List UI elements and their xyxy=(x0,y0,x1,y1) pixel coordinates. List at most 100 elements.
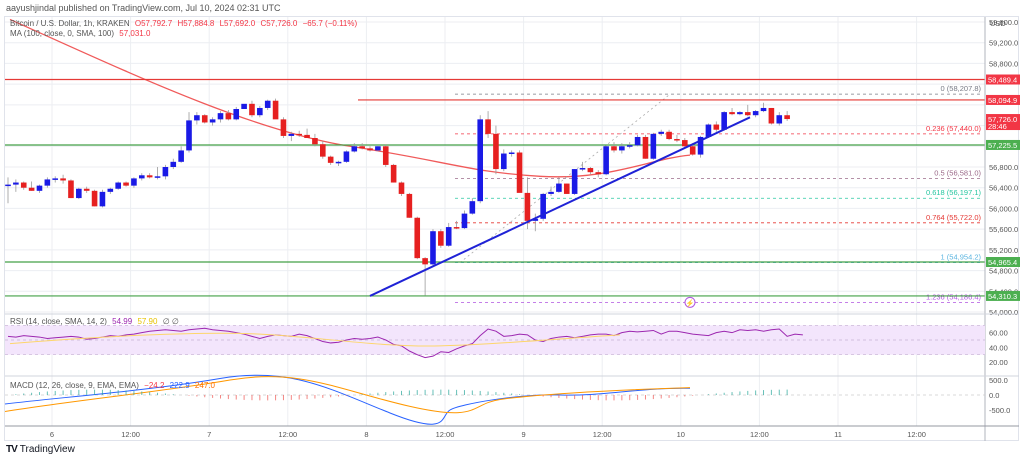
candle-body xyxy=(689,146,696,155)
candle-body xyxy=(83,188,90,191)
candle-body xyxy=(146,175,153,178)
price-tick: 59,200.0 xyxy=(989,39,1018,48)
price-tick: 54,800.0 xyxy=(989,267,1018,276)
candle-body xyxy=(532,218,539,221)
candle-body xyxy=(430,231,436,265)
macd-line-value: 222.9 xyxy=(169,381,190,390)
macd-hist-value: −24.2 xyxy=(144,381,165,390)
rsi-ma-line xyxy=(9,332,621,347)
candle-body xyxy=(241,103,247,109)
candle-body xyxy=(288,133,295,136)
price-tag xyxy=(986,139,1020,150)
price-tag-value: 58,489.4 xyxy=(988,76,1017,85)
candle-body xyxy=(579,168,586,170)
candle-body xyxy=(209,119,216,123)
time-tick: 7 xyxy=(207,430,211,439)
time-tick: 12:00 xyxy=(593,430,612,439)
candle-body xyxy=(76,188,82,199)
price-tick: 54,000.0 xyxy=(989,308,1018,317)
time-tick: 12:00 xyxy=(907,430,926,439)
candle-body xyxy=(99,191,106,207)
price-tick: 55,600.0 xyxy=(989,225,1018,234)
time-tick: 9 xyxy=(522,430,526,439)
candle-body xyxy=(36,185,43,191)
macd-tick: 500.0 xyxy=(989,376,1008,385)
candle-body xyxy=(760,107,767,112)
ohlc-open: O57,792.7 xyxy=(134,19,173,28)
candle-body xyxy=(674,139,680,141)
candle-body xyxy=(485,119,491,134)
candle-body xyxy=(642,136,649,159)
candle-body xyxy=(367,148,373,151)
fib-label: 1.236 (54,186.4) xyxy=(926,292,982,301)
candle-body xyxy=(705,124,712,137)
brand-name: TradingView xyxy=(19,444,75,455)
ma-value: 57,031.0 xyxy=(119,29,151,38)
ma-legend: MA (100, close, 0, SMA, 100) 57,031.0 xyxy=(10,29,153,38)
candle-body xyxy=(414,217,421,259)
candle-body xyxy=(501,153,507,170)
candle-body xyxy=(68,180,74,199)
candle-body xyxy=(13,182,19,185)
candle-body xyxy=(595,172,602,175)
candle-body xyxy=(327,156,334,163)
fib-label: 0.5 (56,581.0) xyxy=(934,168,981,177)
candle-body xyxy=(571,169,578,194)
fib-label: 0 (58,207.8) xyxy=(941,84,982,93)
candle-body xyxy=(194,115,200,121)
candle-body xyxy=(249,103,255,116)
candle-body xyxy=(201,115,208,123)
candle-body xyxy=(162,167,169,177)
candle-body xyxy=(752,111,759,116)
candle-body xyxy=(406,193,413,218)
candle-body xyxy=(28,187,35,191)
candle-body xyxy=(784,115,790,120)
tradingview-brand[interactable]: TV TradingView xyxy=(6,444,75,455)
price-tag-value: 54,965.4 xyxy=(988,258,1017,267)
time-tick: 12:00 xyxy=(121,430,140,439)
candle-body xyxy=(556,183,562,192)
candle-body xyxy=(178,150,184,162)
time-tick: 12:00 xyxy=(436,430,455,439)
rsi-tick: 60.00 xyxy=(989,329,1008,338)
ohlc-low: L57,692.0 xyxy=(219,19,256,28)
candle-body xyxy=(548,191,554,194)
candle-body xyxy=(123,182,129,186)
candle-body xyxy=(217,113,224,120)
time-tick: 6 xyxy=(50,430,54,439)
price-tag-value: 58,094.9 xyxy=(988,96,1017,105)
price-tag xyxy=(986,114,1020,131)
candle-body xyxy=(44,179,51,186)
time-tick: 12:00 xyxy=(278,430,297,439)
rsi-tick: 40.00 xyxy=(989,343,1008,352)
macd-signal-line xyxy=(4,376,691,414)
rsi-label: RSI (14, close, SMA, 14, 2) xyxy=(10,317,107,326)
rsi-legend: RSI (14, close, SMA, 14, 2) 54.99 57.90 … xyxy=(10,317,182,326)
candle-body xyxy=(768,107,775,124)
candle-body xyxy=(382,146,389,165)
candle-body xyxy=(91,190,98,207)
ohlc-high: H57,884.8 xyxy=(177,19,215,28)
fib-label: 0.236 (57,440.0) xyxy=(926,124,982,133)
candle-body xyxy=(422,258,428,265)
candle-body xyxy=(461,213,468,229)
price-tag xyxy=(986,257,1020,268)
time-tick: 10 xyxy=(677,430,685,439)
candle-body xyxy=(634,136,641,146)
candle-body xyxy=(697,136,704,155)
candle-body xyxy=(737,112,743,115)
symbol-legend: Bitcoin / U.S. Dollar, 1h, KRAKEN O57,79… xyxy=(10,19,360,28)
candle-body xyxy=(272,100,279,120)
ohlc-close: C57,726.0 xyxy=(260,19,298,28)
candle-body xyxy=(666,131,672,140)
candle-body xyxy=(398,182,405,194)
candle-body xyxy=(296,133,302,136)
candle-body xyxy=(477,119,483,202)
price-tag-value: 57,225.5 xyxy=(988,141,1017,150)
candle-body xyxy=(744,112,751,116)
candle-body xyxy=(264,100,271,108)
price-tag xyxy=(986,290,1020,301)
macd-line xyxy=(4,374,691,425)
candle-body xyxy=(516,152,523,193)
